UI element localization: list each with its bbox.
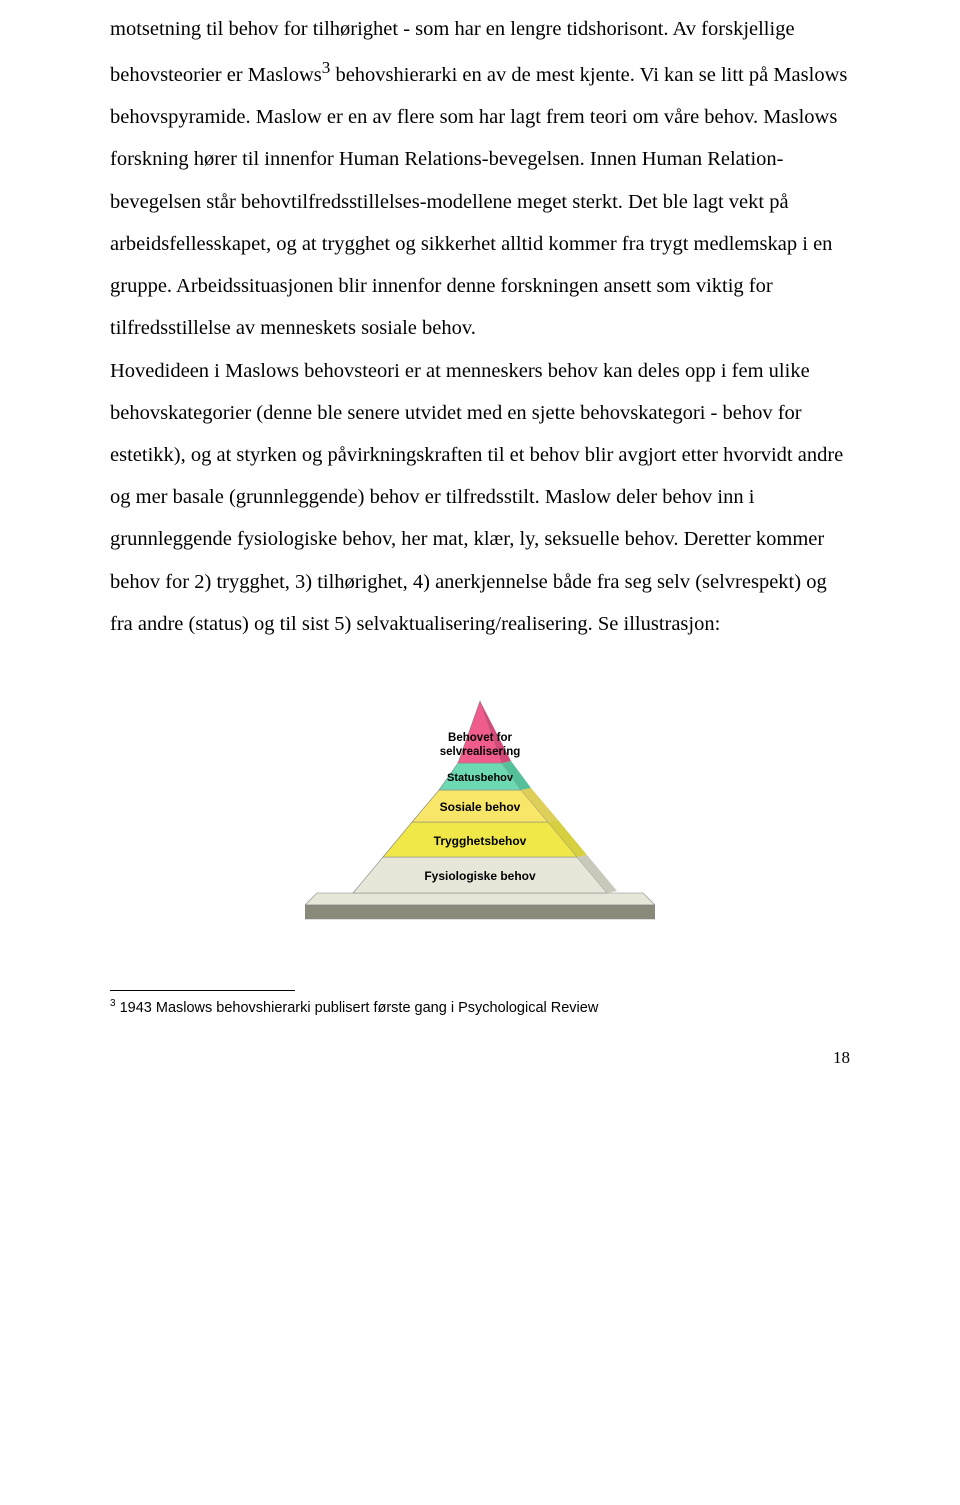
pyramid-label-2: Statusbehov bbox=[447, 772, 514, 784]
footnote-3: 3 1943 Maslows behovshierarki publisert … bbox=[110, 997, 850, 1018]
pyramid-base-front bbox=[305, 905, 655, 919]
pyramid-label-3: Sosiale behov bbox=[440, 800, 521, 814]
pyramid-label-4: Trygghetsbehov bbox=[434, 834, 527, 848]
body-paragraph-1: motsetning til behov for tilhørighet - s… bbox=[110, 8, 850, 350]
page-number: 18 bbox=[110, 1048, 850, 1068]
maslow-pyramid-svg: Behovet for selvrealisering Statusbehov … bbox=[305, 665, 655, 930]
pyramid-label-5: Fysiologiske behov bbox=[424, 869, 536, 883]
pyramid-label-1b: selvrealisering bbox=[440, 746, 521, 758]
pyramid-base-top bbox=[305, 893, 655, 905]
document-page: motsetning til behov for tilhørighet - s… bbox=[0, 0, 960, 1068]
body-paragraph-2: Hovedideen i Maslows behovsteori er at m… bbox=[110, 350, 850, 646]
p1-text-b: behovshierarki en av de mest kjente. Vi … bbox=[110, 64, 847, 339]
footnote-text: 1943 Maslows behovshierarki publisert fø… bbox=[116, 1000, 599, 1016]
maslow-pyramid-figure: Behovet for selvrealisering Statusbehov … bbox=[110, 665, 850, 930]
pyramid-label-1a: Behovet for bbox=[448, 732, 512, 744]
footnote-separator bbox=[110, 990, 295, 991]
